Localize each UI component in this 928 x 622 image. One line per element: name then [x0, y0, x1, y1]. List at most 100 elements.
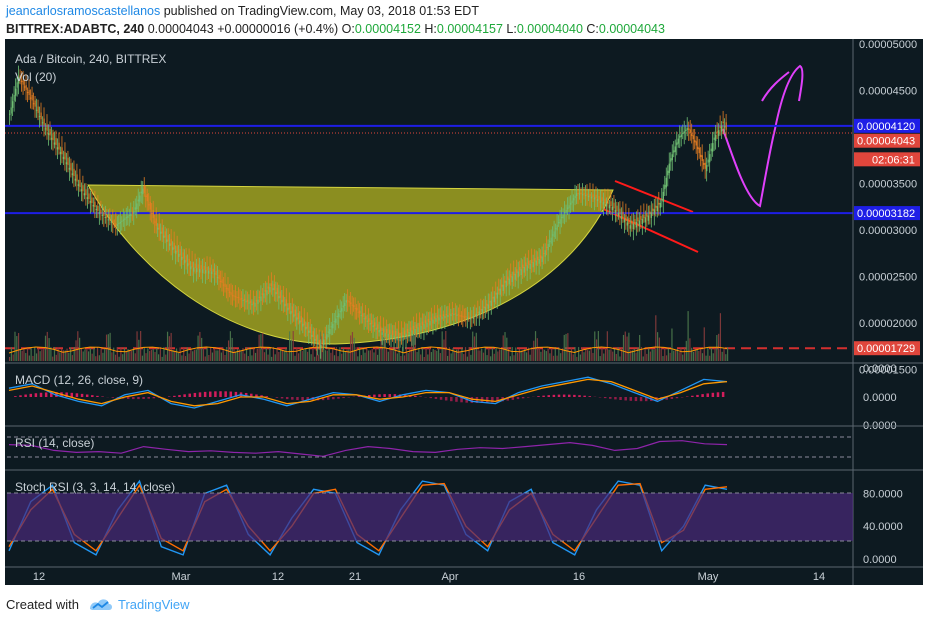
volume-bar: [335, 347, 337, 361]
volume-bar: [141, 355, 144, 361]
candle-body: [237, 297, 240, 299]
candle-body: [656, 206, 658, 212]
candle-body: [694, 140, 696, 143]
candle-body: [673, 150, 675, 153]
published-text: published on TradingView.com, May 03, 20…: [163, 4, 479, 18]
candle-body: [323, 339, 325, 346]
macd-histogram-bar: [234, 391, 238, 397]
volume-bar: [129, 349, 131, 361]
volume-bar: [391, 349, 393, 361]
candle-body: [700, 154, 702, 158]
volume-bar: [251, 355, 253, 361]
candle-body: [31, 94, 33, 101]
volume-bar: [648, 347, 650, 361]
volume-bar: [366, 348, 368, 361]
candle-body: [593, 197, 596, 200]
candle-body: [92, 205, 95, 207]
candle-body: [411, 330, 413, 336]
candle-body: [11, 101, 14, 108]
macd-histogram-bar: [332, 397, 335, 400]
volume-bar: [213, 348, 215, 361]
candle-body: [65, 162, 68, 165]
candle-body: [670, 158, 672, 162]
candle-body: [239, 298, 241, 300]
macd-histogram-bar: [614, 397, 617, 400]
macd-histogram-bar: [301, 397, 304, 401]
candle-body: [181, 257, 183, 261]
volume-bar: [486, 355, 488, 361]
candle-body: [161, 227, 163, 234]
candle-body: [365, 316, 367, 320]
volume-bar: [710, 347, 713, 361]
candle-body: [192, 267, 195, 272]
candle-body: [680, 134, 682, 137]
volume-bar: [685, 340, 687, 361]
volume-bar: [197, 335, 199, 361]
stoch-tick-label: 40.0000: [863, 521, 903, 533]
candle-body: [375, 327, 377, 330]
chart-area[interactable]: 0.00005000 0.00004500 0.00003500 0.00003000…: [5, 39, 923, 585]
candle-body: [23, 86, 26, 88]
candle-body: [22, 80, 24, 85]
volume-bar: [43, 349, 45, 361]
macd-tick-label: 0.0000: [863, 363, 897, 375]
candle-body: [569, 202, 572, 205]
volume-bar: [613, 347, 616, 361]
candle-body: [598, 196, 600, 200]
candle-body: [95, 208, 98, 211]
tradingview-brand-link[interactable]: TradingView: [118, 597, 190, 612]
candle-body: [264, 289, 267, 292]
macd-histogram-bar: [414, 395, 417, 397]
candle-body: [689, 129, 691, 133]
candle-body: [222, 284, 225, 286]
macd-tick-label: 0.0000: [863, 392, 897, 404]
candle-body: [185, 255, 187, 262]
candle-body: [230, 292, 232, 295]
volume-bar: [369, 350, 371, 361]
volume-bar: [244, 353, 246, 361]
macd-histogram-bar: [609, 397, 612, 399]
candle-body: [345, 300, 347, 303]
macd-histogram-bar: [716, 392, 720, 397]
chart-canvas[interactable]: 0.00005000 0.00004500 0.00003500 0.00003000…: [5, 39, 923, 585]
candle-body: [447, 314, 449, 318]
volume-bar: [560, 353, 562, 361]
candle-body: [77, 184, 80, 186]
candle-body: [701, 155, 703, 161]
tradingview-logo-icon[interactable]: [88, 595, 114, 615]
candle-body: [296, 317, 298, 321]
candle-body: [279, 291, 282, 298]
candle-body: [423, 324, 425, 329]
volume-bar: [34, 347, 36, 361]
candle-body: [385, 329, 388, 334]
volume-bar: [624, 331, 626, 361]
macd-histogram-bar: [178, 395, 181, 397]
volume-bar: [472, 331, 474, 361]
volume-bar: [177, 352, 179, 361]
volume-bar: [297, 353, 300, 361]
candle-body: [101, 214, 104, 216]
candle-body: [429, 321, 431, 326]
volume-bar: [531, 347, 533, 361]
author-link[interactable]: jeancarlosramoscastellanos: [6, 4, 161, 18]
volume-bar: [210, 347, 212, 361]
candle-body: [335, 318, 337, 323]
volume-bar: [107, 334, 109, 361]
volume-bar: [590, 348, 592, 361]
macd-histogram-bar: [198, 392, 202, 397]
candle-body: [124, 218, 126, 220]
macd-histogram-bar: [96, 395, 99, 397]
candle-body: [487, 304, 489, 309]
candle-body: [637, 217, 639, 222]
low-label: L:: [506, 22, 517, 36]
price-label-box: [854, 133, 920, 148]
volume-bar: [233, 347, 235, 361]
candle-body: [435, 318, 437, 322]
volume-bar: [66, 348, 68, 361]
volume-bar: [190, 348, 192, 361]
volume-bar: [161, 356, 163, 361]
volume-bar: [394, 348, 397, 361]
volume-bar: [290, 339, 293, 361]
candle-body: [353, 305, 355, 308]
volume-bar: [82, 351, 84, 361]
